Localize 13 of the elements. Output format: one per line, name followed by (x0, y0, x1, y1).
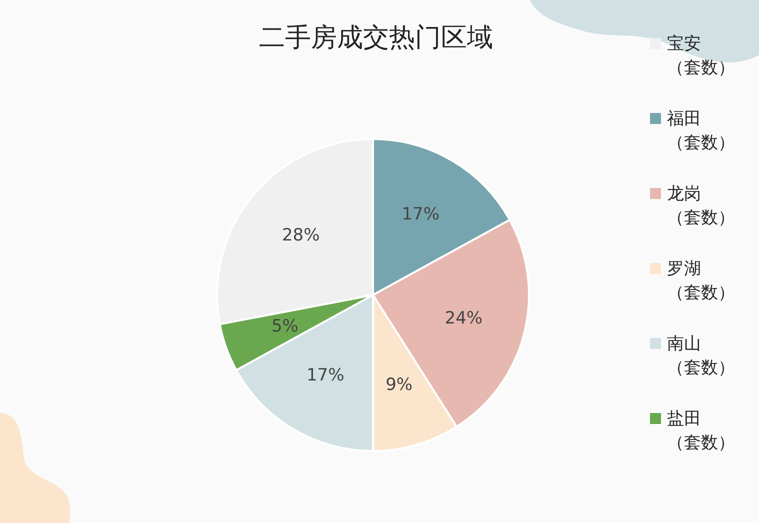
legend-label: 罗湖（套数） (667, 258, 736, 305)
legend-label: 龙岗（套数） (667, 183, 736, 230)
legend-label: 南山（套数） (667, 333, 736, 380)
data-label: 17% (306, 366, 344, 386)
legend-label: 宝安（套数） (667, 33, 736, 80)
data-label: 24% (444, 308, 483, 328)
chart-title: 二手房成交热门区域 (259, 23, 493, 53)
legend-label: 盐田（套数） (667, 408, 736, 455)
legend-label: 福田（套数） (667, 108, 736, 155)
data-label: 5% (271, 316, 298, 337)
data-label: 17% (402, 204, 440, 224)
data-label: 28% (282, 225, 320, 246)
data-label: 9% (386, 374, 413, 395)
